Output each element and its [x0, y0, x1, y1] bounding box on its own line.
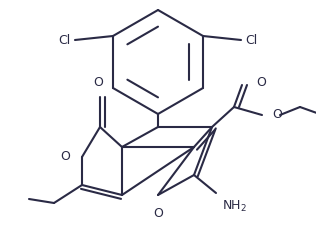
Text: O: O — [256, 77, 266, 90]
Text: O: O — [272, 109, 282, 122]
Text: Cl: Cl — [59, 33, 71, 47]
Text: O: O — [60, 151, 70, 163]
Text: O: O — [93, 76, 103, 89]
Text: NH$_2$: NH$_2$ — [222, 199, 247, 214]
Text: Cl: Cl — [245, 33, 257, 47]
Text: O: O — [153, 207, 163, 220]
